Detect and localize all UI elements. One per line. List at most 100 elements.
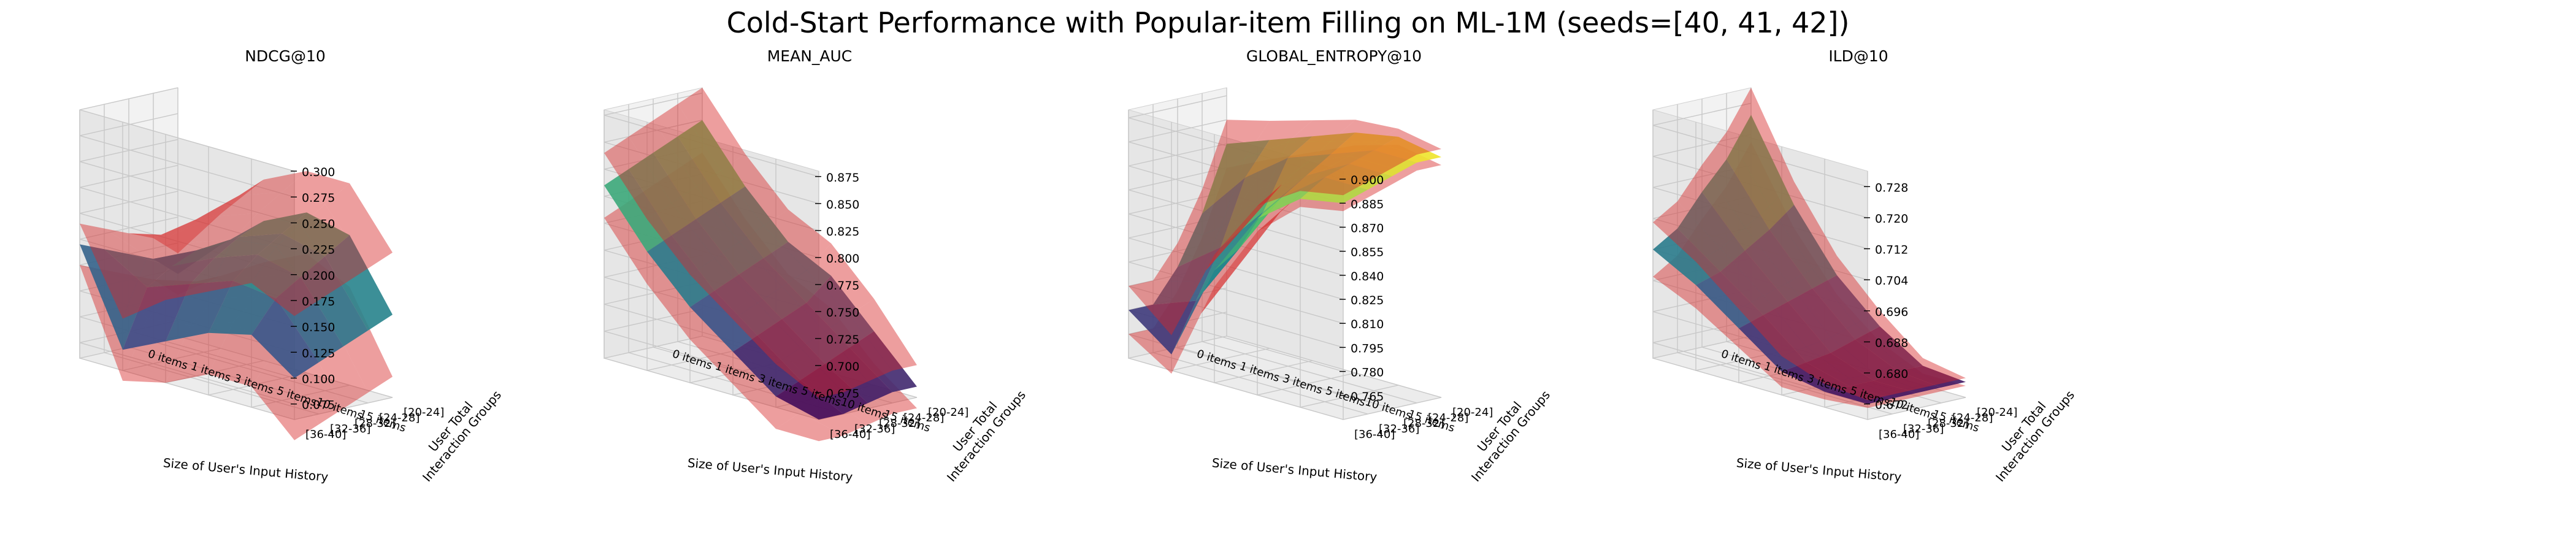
y-tick-label: [28-32]: [355, 417, 395, 430]
z-tick-label: 0.712: [1875, 243, 1908, 257]
mean-surface-cell: [678, 120, 745, 203]
z-tick-label: 0.800: [826, 252, 859, 266]
mean-surface-cell: [764, 242, 831, 303]
mean-surface-cell: [251, 298, 319, 378]
z-tick-label: 0.810: [1351, 318, 1384, 331]
error-surface-upper-cell: [1855, 310, 1923, 364]
error-surface-upper-cell: [251, 246, 319, 316]
x-axis-label: Size of User's Input History: [163, 455, 329, 484]
error-surface-upper-cell: [629, 120, 696, 203]
z-tick-label: 0.075: [302, 399, 335, 412]
error-surface-lower-cell: [209, 322, 276, 387]
y-tick-label: [20-24]: [928, 406, 968, 419]
error-surface-upper-cell: [147, 216, 215, 256]
z-tick-label: 0.200: [302, 269, 335, 283]
error-surface-upper-cell: [1153, 228, 1221, 282]
mean-surface-cell: [325, 235, 393, 331]
grid-line-y: [1652, 110, 1868, 420]
error-surface-upper-cell: [1745, 206, 1812, 283]
error-surface-upper-cell: [1812, 256, 1880, 324]
error-surface-upper-cell: [1763, 282, 1831, 347]
z-tick-label: 0.875: [826, 171, 859, 185]
mean-surface-cell: [690, 291, 757, 352]
figure-title: Cold-Start Performance with Popular-item…: [726, 6, 1850, 39]
mean-surface-cell: [104, 249, 172, 288]
error-surface-upper-cell: [282, 171, 350, 205]
error-surface-upper-cell: [1202, 120, 1270, 190]
z-tick-label: 0.150: [302, 321, 335, 334]
y-tick-label: [36-40]: [305, 428, 346, 441]
error-surface-lower-cell: [776, 412, 843, 442]
z-tick-label: 0.725: [826, 333, 859, 347]
mean-surface-cell: [757, 319, 825, 380]
grid-line-y: [79, 110, 295, 420]
error-surface-upper-cell: [1788, 269, 1855, 338]
mean-surface-cell: [1769, 204, 1837, 289]
error-surface-upper-cell: [153, 213, 221, 253]
error-surface-upper-cell: [1178, 158, 1245, 243]
z-tick-label: 0.728: [1875, 181, 1908, 194]
mean-surface-cell: [1696, 272, 1763, 329]
y-tick-label: [32-36]: [330, 423, 370, 435]
error-surface-upper-cell: [215, 192, 282, 217]
grid-line-y: [1177, 99, 1393, 409]
mean-surface-cell: [1153, 247, 1221, 305]
error-surface-upper-cell: [1196, 195, 1263, 282]
mean-surface-cell: [239, 212, 307, 237]
mean-surface-cell: [807, 275, 874, 348]
mean-surface-cell: [1825, 386, 1892, 404]
grid-line-y: [604, 110, 819, 420]
mean-surface-cell: [1306, 150, 1374, 176]
z-tick-label: 0.795: [1351, 342, 1384, 355]
chart-title: MEAN_AUC: [767, 47, 853, 65]
mean-surface-cell: [1727, 115, 1794, 230]
mean-surface-cell: [653, 136, 721, 220]
error-surface-upper-cell: [721, 154, 788, 226]
mean-surface-cell: [80, 244, 147, 350]
error-surface-upper-cell: [849, 299, 917, 371]
error-surface-lower-cell: [1196, 227, 1263, 320]
error-surface-upper-cell: [1257, 169, 1325, 206]
error-surface-lower-cell: [251, 350, 319, 440]
mean-surface-cell: [1702, 159, 1769, 251]
error-surface-upper-cell: [1349, 142, 1417, 169]
error-surface-upper-cell: [647, 202, 715, 275]
z-tick-label: 0.675: [826, 387, 859, 401]
error-surface-upper-cell: [1874, 363, 1941, 389]
chart-panel-4: 0.672 0.680 0.688 0.696 0.704 0.712 0.720 0.728…: [1652, 47, 2077, 485]
grid-line-y: [104, 104, 320, 415]
error-surface-lower-cell: [647, 267, 715, 340]
mean-surface-cell: [721, 186, 788, 258]
mean-surface-cell: [1812, 275, 1880, 340]
mean-surface-cell: [258, 233, 325, 277]
error-surface-upper-cell: [1129, 280, 1196, 335]
mean-surface-cell: [215, 233, 282, 258]
chart-panel-2: 0.675 0.700 0.725 0.750 0.775 0.800 0.825 0.850…: [604, 47, 1029, 485]
mean-surface-cell: [1257, 177, 1325, 219]
y-tick-label: [36-40]: [1354, 428, 1395, 441]
mean-surface-cell: [782, 302, 849, 364]
z-tick-label: 0.250: [302, 217, 335, 231]
mean-surface-cell: [123, 284, 190, 350]
mean-surface-cell: [282, 212, 350, 256]
z-tick-label: 0.225: [302, 243, 335, 257]
mean-surface-cell: [696, 202, 764, 275]
error-surface-upper-cell: [80, 223, 147, 319]
z-tick-label: 0.850: [826, 198, 859, 212]
z-tick-label: 0.700: [826, 360, 859, 374]
error-surface-upper-cell: [825, 315, 892, 381]
y-tick-label: [28-32]: [879, 417, 919, 430]
error-surface-lower-cell: [733, 367, 800, 429]
z-tick-label: 0.704: [1875, 274, 1908, 288]
mean-surface-cell: [1331, 132, 1398, 155]
error-surface-upper-cell: [301, 204, 368, 285]
mean-surface-cell: [825, 347, 892, 404]
z-tick-label: 0.720: [1875, 212, 1908, 226]
error-surface-upper-cell: [1325, 156, 1392, 182]
mean-surface-cell: [276, 277, 343, 362]
mean-surface-cell: [800, 364, 868, 414]
mean-surface-cell: [733, 335, 800, 397]
mean-surface-cell: [1745, 229, 1812, 302]
y-tick-label: [32-36]: [1379, 423, 1419, 435]
mean-surface-cell: [1221, 158, 1288, 248]
